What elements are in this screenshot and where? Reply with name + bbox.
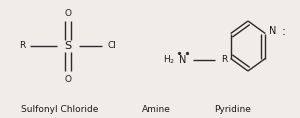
Text: N: N (179, 55, 187, 65)
Text: Amine: Amine (142, 105, 170, 114)
Text: Cl: Cl (108, 42, 116, 51)
Text: O: O (64, 74, 71, 84)
Text: Sulfonyl Chloride: Sulfonyl Chloride (21, 105, 99, 114)
Text: N: N (268, 27, 276, 36)
Text: R: R (221, 55, 227, 65)
Text: H$_2$: H$_2$ (163, 54, 175, 66)
Text: :: : (281, 25, 285, 38)
Text: Pyridine: Pyridine (214, 105, 251, 114)
Text: O: O (64, 8, 71, 17)
Text: S: S (64, 41, 72, 51)
Text: R: R (19, 42, 25, 51)
